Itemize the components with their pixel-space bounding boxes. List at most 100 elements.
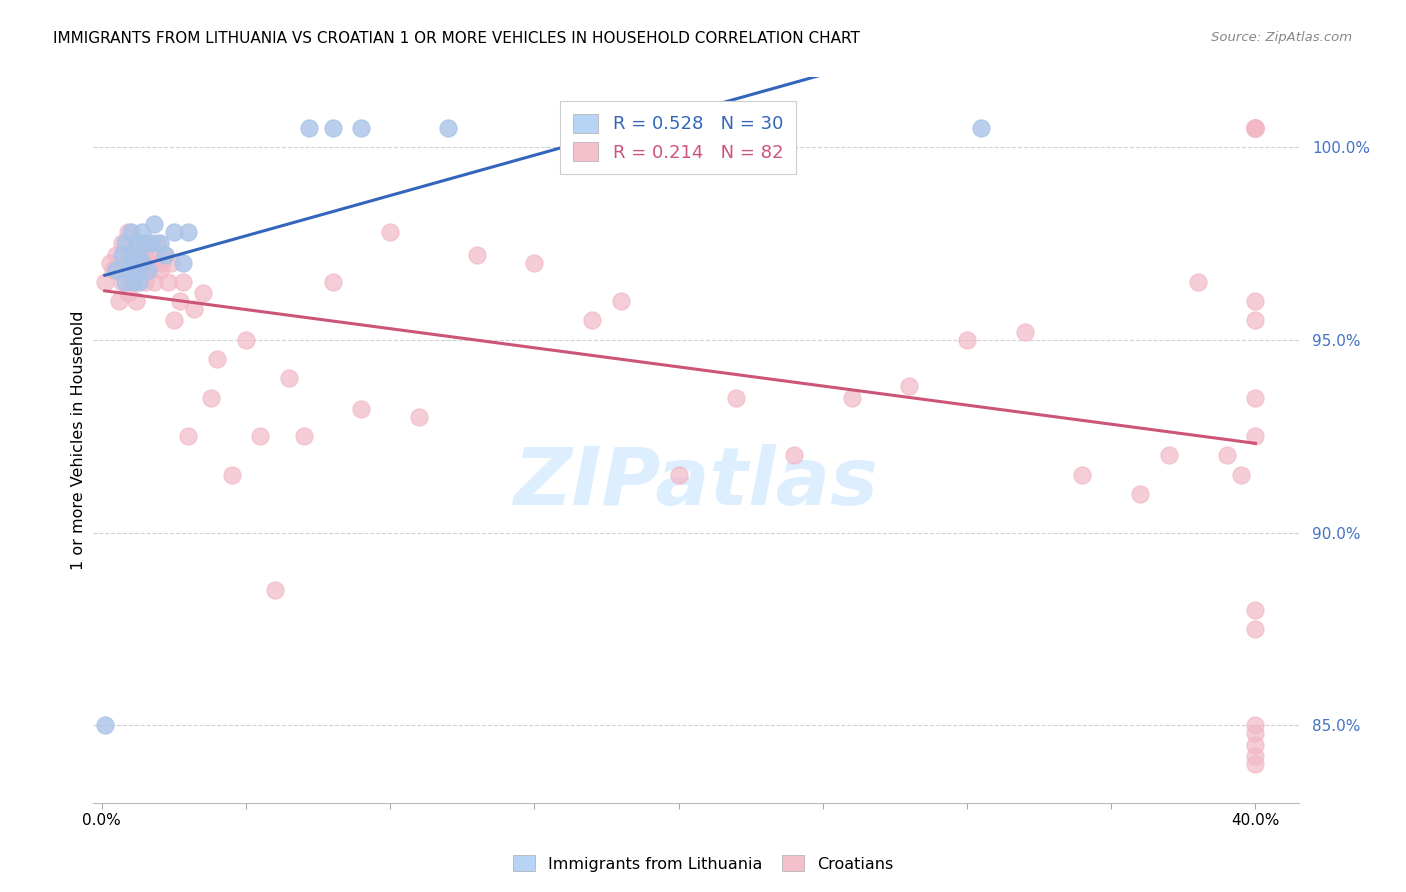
Point	[114, 236, 136, 251]
Point	[148, 263, 170, 277]
Point	[841, 391, 863, 405]
Point	[169, 294, 191, 309]
Point	[264, 583, 287, 598]
Point	[131, 255, 153, 269]
Point	[122, 263, 145, 277]
Point	[155, 248, 177, 262]
Point	[125, 263, 148, 277]
Point	[205, 351, 228, 366]
Text: Source: ZipAtlas.com: Source: ZipAtlas.com	[1212, 31, 1353, 45]
Point	[1244, 313, 1267, 327]
Point	[128, 248, 150, 262]
Point	[160, 255, 183, 269]
Point	[322, 120, 344, 135]
Point	[136, 263, 159, 277]
Point	[1157, 449, 1180, 463]
Point	[1230, 467, 1253, 482]
Point	[1244, 391, 1267, 405]
Point	[1244, 120, 1267, 135]
Point	[668, 467, 690, 482]
Point	[1244, 120, 1267, 135]
Point	[111, 275, 134, 289]
Text: IMMIGRANTS FROM LITHUANIA VS CROATIAN 1 OR MORE VEHICLES IN HOUSEHOLD CORRELATIO: IMMIGRANTS FROM LITHUANIA VS CROATIAN 1 …	[53, 31, 860, 46]
Point	[131, 225, 153, 239]
Point	[111, 248, 134, 262]
Point	[152, 255, 174, 269]
Point	[142, 275, 165, 289]
Point	[134, 248, 156, 262]
Point	[350, 402, 373, 417]
Point	[191, 286, 214, 301]
Point	[235, 333, 257, 347]
Text: ZIPatlas: ZIPatlas	[513, 444, 879, 523]
Point	[1244, 738, 1267, 752]
Point	[114, 275, 136, 289]
Point	[183, 301, 205, 316]
Point	[408, 409, 430, 424]
Point	[610, 294, 633, 309]
Point	[1244, 294, 1267, 309]
Point	[142, 217, 165, 231]
Point	[1244, 429, 1267, 443]
Point	[139, 236, 162, 251]
Point	[125, 236, 148, 251]
Point	[322, 275, 344, 289]
Point	[725, 391, 748, 405]
Point	[111, 236, 134, 251]
Point	[1244, 120, 1267, 135]
Point	[292, 429, 315, 443]
Point	[134, 236, 156, 251]
Point	[465, 248, 488, 262]
Point	[105, 248, 128, 262]
Point	[221, 467, 243, 482]
Point	[177, 225, 200, 239]
Point	[105, 263, 128, 277]
Point	[1244, 749, 1267, 764]
Point	[1187, 275, 1209, 289]
Point	[103, 263, 125, 277]
Point	[350, 120, 373, 135]
Point	[120, 248, 142, 262]
Point	[114, 255, 136, 269]
Point	[108, 294, 131, 309]
Point	[100, 255, 122, 269]
Point	[117, 225, 139, 239]
Point	[155, 248, 177, 262]
Point	[120, 225, 142, 239]
Point	[1244, 120, 1267, 135]
Point	[172, 255, 194, 269]
Point	[128, 263, 150, 277]
Point	[172, 275, 194, 289]
Legend: Immigrants from Lithuania, Croatians: Immigrants from Lithuania, Croatians	[505, 847, 901, 880]
Point	[136, 263, 159, 277]
Point	[117, 286, 139, 301]
Point	[122, 255, 145, 269]
Point	[122, 255, 145, 269]
Point	[298, 120, 321, 135]
Point	[437, 120, 460, 135]
Point	[200, 391, 222, 405]
Point	[1244, 718, 1267, 732]
Point	[122, 275, 145, 289]
Point	[157, 275, 180, 289]
Point	[163, 313, 186, 327]
Point	[120, 275, 142, 289]
Point	[956, 333, 979, 347]
Point	[177, 429, 200, 443]
Point	[898, 379, 921, 393]
Point	[1244, 622, 1267, 636]
Point	[380, 225, 402, 239]
Point	[93, 718, 115, 732]
Point	[783, 449, 806, 463]
Point	[970, 120, 993, 135]
Point	[93, 275, 115, 289]
Point	[125, 248, 148, 262]
Point	[117, 263, 139, 277]
Point	[1014, 325, 1036, 339]
Point	[163, 225, 186, 239]
Point	[581, 313, 603, 327]
Point	[1244, 603, 1267, 617]
Point	[142, 255, 165, 269]
Point	[1071, 467, 1094, 482]
Point	[1244, 726, 1267, 740]
